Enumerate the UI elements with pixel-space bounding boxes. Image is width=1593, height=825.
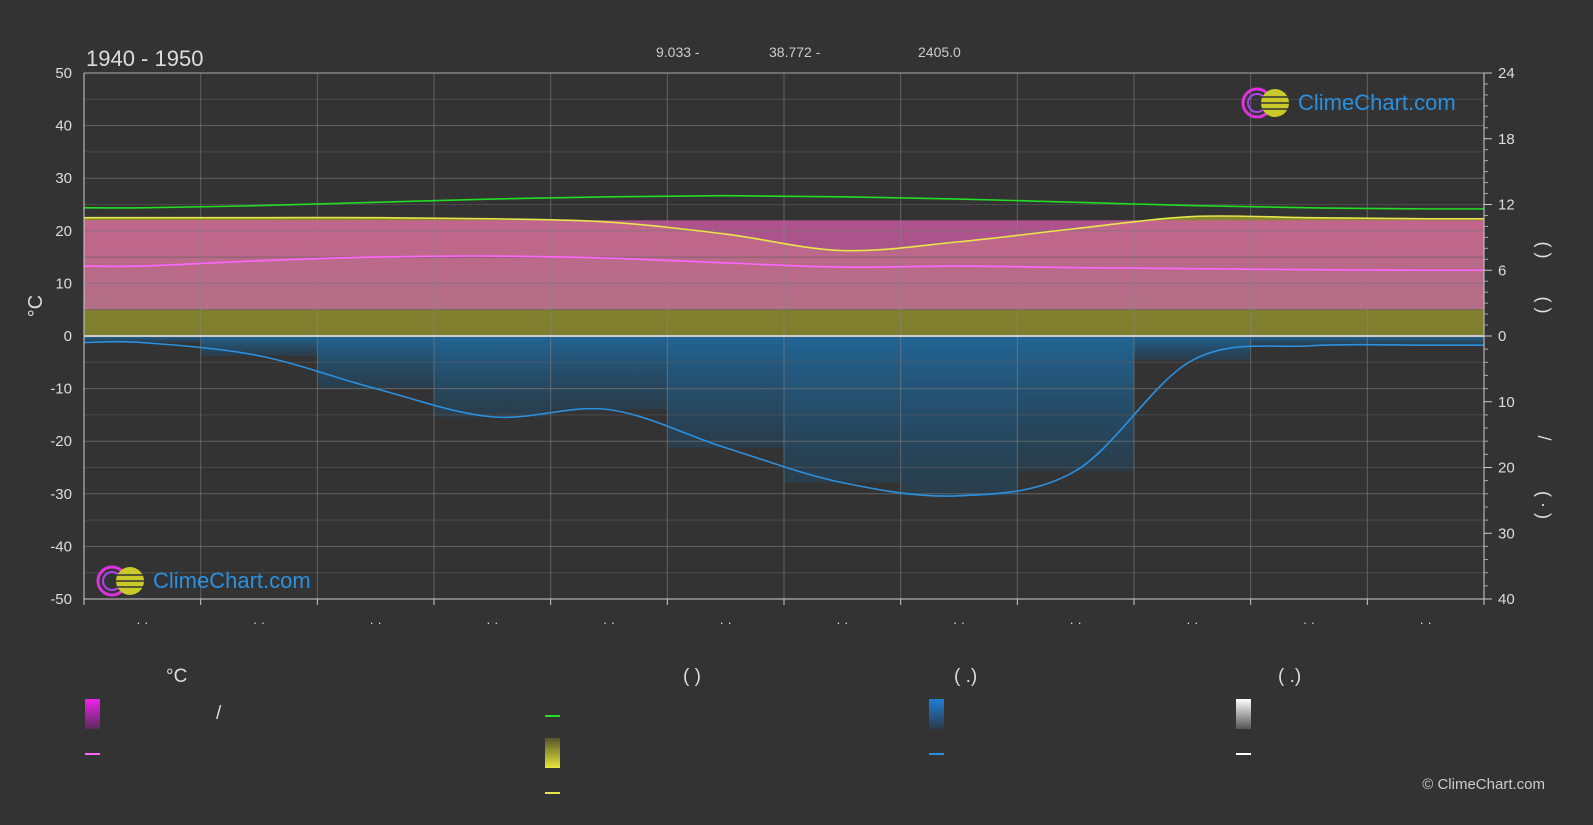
y-right-upper-tick-label: 12 [1498, 197, 1515, 214]
axes-layer: 50 40 30 20 10 0 -10 -20 -30 -40 -50 °C 24 18 12 6 0 10 20… [25, 65, 1554, 630]
legend-temp-slash: / [216, 703, 222, 724]
y-left-tick-label: -30 [50, 486, 72, 503]
y-left-tick-label: 20 [55, 223, 72, 240]
y-left-tick-label: 50 [55, 65, 72, 82]
longitude-text: 38.772 - [769, 44, 821, 60]
y-right-axis-label: ( ) [1534, 297, 1554, 314]
y-right-upper-tick-label: 24 [1498, 65, 1515, 82]
rain-bar [1250, 336, 1368, 346]
legend-temp-band-swatch [85, 699, 100, 729]
x-tick-label: · · [253, 615, 265, 630]
y-right-lower-tick-label: 20 [1498, 460, 1515, 477]
legend-snow-band-swatch [1236, 699, 1251, 729]
rain-bar [550, 336, 668, 410]
rain-bar [1367, 336, 1484, 346]
y-right-lower-tick-label: 10 [1498, 394, 1515, 411]
legend-rain-band-swatch [929, 699, 944, 729]
series-line [83, 215, 1485, 252]
latitude-text: 9.033 - [656, 44, 700, 60]
series-line [83, 194, 1485, 210]
y-right-axis-label: ( · ) [1534, 491, 1554, 519]
x-tick-label: · · [836, 615, 848, 630]
rain-bar [900, 336, 1018, 496]
logo-text: ClimeChart.com [153, 568, 311, 593]
rain-bar [784, 336, 901, 483]
legend-sun-head: ( ) [683, 666, 701, 687]
x-tick-label: · · [603, 615, 615, 630]
x-tick-label: · · [720, 615, 732, 630]
climechart-logo-icon [96, 565, 144, 597]
legend-temp-head: °C [166, 666, 188, 687]
legend-temp-line-swatch [85, 753, 100, 755]
legend-snow-head: ( .) [1278, 666, 1302, 687]
rain-bar [200, 336, 318, 356]
x-tick-label: · · [1303, 615, 1315, 630]
y-left-tick-label: 30 [55, 170, 72, 187]
logo-top-right[interactable]: ClimeChart.com [1240, 86, 1456, 120]
rain-bar [667, 336, 784, 448]
y-left-tick-label: 40 [55, 118, 72, 135]
x-tick-label: · · [1186, 615, 1198, 630]
series-line [83, 255, 1485, 272]
logo-text: ClimeChart.com [1298, 90, 1456, 115]
rain-bar [434, 336, 551, 417]
y-right-lower-tick-label: 40 [1498, 591, 1515, 608]
x-tick-label: · · [136, 615, 148, 630]
y-left-tick-label: -20 [50, 433, 72, 450]
legend-sun-band-swatch [545, 738, 560, 768]
x-tick-label: · · [486, 615, 498, 630]
x-tick-label: · · [370, 615, 382, 630]
series-line [83, 340, 1485, 497]
climechart-logo-icon [1241, 87, 1289, 119]
y-left-tick-label: -10 [50, 381, 72, 398]
y-right-axis-label: ( ) [1534, 242, 1554, 259]
x-tick-label: · · [953, 615, 965, 630]
y-right-lower-tick-label: 30 [1498, 525, 1515, 542]
climate-chart: 50 40 30 20 10 0 -10 -20 -30 -40 -50 °C 24 18 12 6 0 10 20… [25, 65, 1554, 630]
copyright-text: © ClimeChart.com [1422, 776, 1545, 793]
x-tick-label: · · [1420, 615, 1432, 630]
y-left-tick-label: 10 [55, 275, 72, 292]
grid-layer [83, 72, 1485, 600]
rain-bar [1017, 336, 1134, 471]
rain-bar [84, 336, 201, 343]
legend-snow-line-swatch [1236, 753, 1251, 755]
y-left-tick-label: -50 [50, 591, 72, 608]
y-left-tick-label: -40 [50, 538, 72, 555]
y-right-upper-tick-label: 18 [1498, 131, 1515, 148]
elevation-text: 2405.0 [918, 44, 961, 60]
legend-rain-line-swatch [929, 753, 944, 755]
chart-period-title: 1940 - 1950 [86, 46, 204, 71]
x-tick-label: · · [1070, 615, 1082, 630]
y-left-tick-label: 0 [64, 328, 72, 345]
legend-sun-line-swatch [545, 792, 560, 794]
legend-green-line-swatch [545, 715, 560, 717]
y-right-axis-label: / [1534, 435, 1554, 440]
legend-rain-head: ( .) [954, 666, 978, 687]
series-layer [83, 194, 1485, 497]
y-left-axis-label: °C [25, 295, 47, 317]
y-right-upper-tick-label: 6 [1498, 262, 1506, 279]
logo-bottom-left[interactable]: ClimeChart.com [95, 564, 311, 598]
y-right-upper-tick-label: 0 [1498, 328, 1506, 345]
